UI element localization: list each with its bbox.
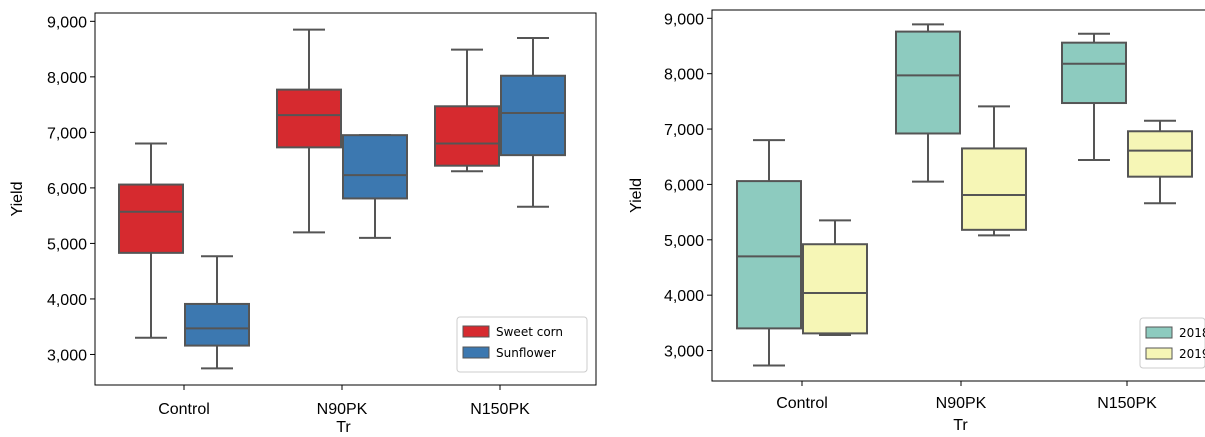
legend-swatch (462, 346, 490, 359)
box-iqr (434, 105, 500, 167)
box-iqr (895, 30, 961, 135)
box-iqr (1127, 130, 1193, 178)
box-2019-n90pk (961, 105, 1027, 237)
x-axis-label: Tr (336, 419, 351, 436)
y-axis-label: Yield (9, 182, 26, 217)
y-tick-label: 6,000 (664, 177, 704, 194)
y-tick-label: 5,000 (664, 233, 704, 250)
y-tick-label: 4,000 (47, 292, 87, 309)
box-iqr (500, 74, 566, 157)
box-iqr (118, 183, 184, 254)
box-sweet-corn-n90pk (276, 28, 342, 234)
box-iqr (184, 302, 250, 347)
box-2018-n90pk (895, 23, 961, 183)
box-iqr (342, 134, 408, 200)
box-iqr (1061, 41, 1127, 105)
y-tick-label: 6,000 (47, 181, 87, 198)
x-tick-label: N150PK (470, 401, 530, 418)
x-tick-label: N90PK (317, 401, 368, 418)
box-2019-control (802, 219, 868, 337)
x-tick-label: N90PK (936, 395, 987, 412)
box-sweet-corn-control (118, 142, 184, 339)
y-tick-label: 7,000 (47, 125, 87, 142)
y-axis-label: Yield (628, 178, 645, 213)
legend-swatch (1145, 347, 1173, 360)
y-tick-label: 5,000 (47, 236, 87, 253)
box-2018-control (736, 139, 802, 367)
legend-label: 2018 (1179, 326, 1205, 340)
right-boxplot-panel: 3,000 4,000 5,000 6,000 7,000 8,000 9,000 Contr… (628, 9, 1205, 434)
box-sunflower-control (184, 255, 250, 370)
legend-label: 2019 (1179, 347, 1205, 361)
box-iqr (736, 180, 802, 330)
box-2019-n150pk (1127, 119, 1193, 205)
legend: 2018 2019 (1139, 317, 1205, 369)
y-tick-label: 8,000 (664, 67, 704, 84)
box-sunflower-n90pk (342, 134, 408, 239)
legend-swatch (1145, 326, 1173, 339)
legend-label: Sweet corn (496, 325, 563, 339)
x-tick-label: N150PK (1097, 395, 1157, 412)
box-iqr (276, 88, 342, 149)
x-axis-label: Tr (953, 417, 968, 434)
y-tick-label: 7,000 (664, 122, 704, 139)
box-2018-n150pk (1061, 32, 1127, 162)
legend-label: Sunflower (496, 346, 556, 360)
y-tick-label: 4,000 (664, 288, 704, 305)
x-tick-label: Control (776, 395, 828, 412)
y-tick-label: 8,000 (47, 70, 87, 87)
left-boxplot-panel: 3,000 4,000 5,000 6,000 7,000 8,000 9,000 Contr… (9, 12, 597, 436)
legend: Sweet corn Sunflower (456, 316, 588, 373)
y-tick-label: 3,000 (47, 347, 87, 364)
plot-frame (94, 12, 597, 386)
y-tick-label: 9,000 (664, 11, 704, 28)
box-iqr (802, 243, 868, 335)
y-tick-label: 3,000 (664, 344, 704, 361)
box-sweet-corn-n150pk (434, 48, 500, 173)
box-sunflower-n150pk (500, 36, 566, 208)
y-tick-label: 9,000 (47, 14, 87, 31)
box-iqr (961, 147, 1027, 231)
legend-swatch (462, 325, 490, 338)
x-tick-label: Control (158, 401, 210, 418)
